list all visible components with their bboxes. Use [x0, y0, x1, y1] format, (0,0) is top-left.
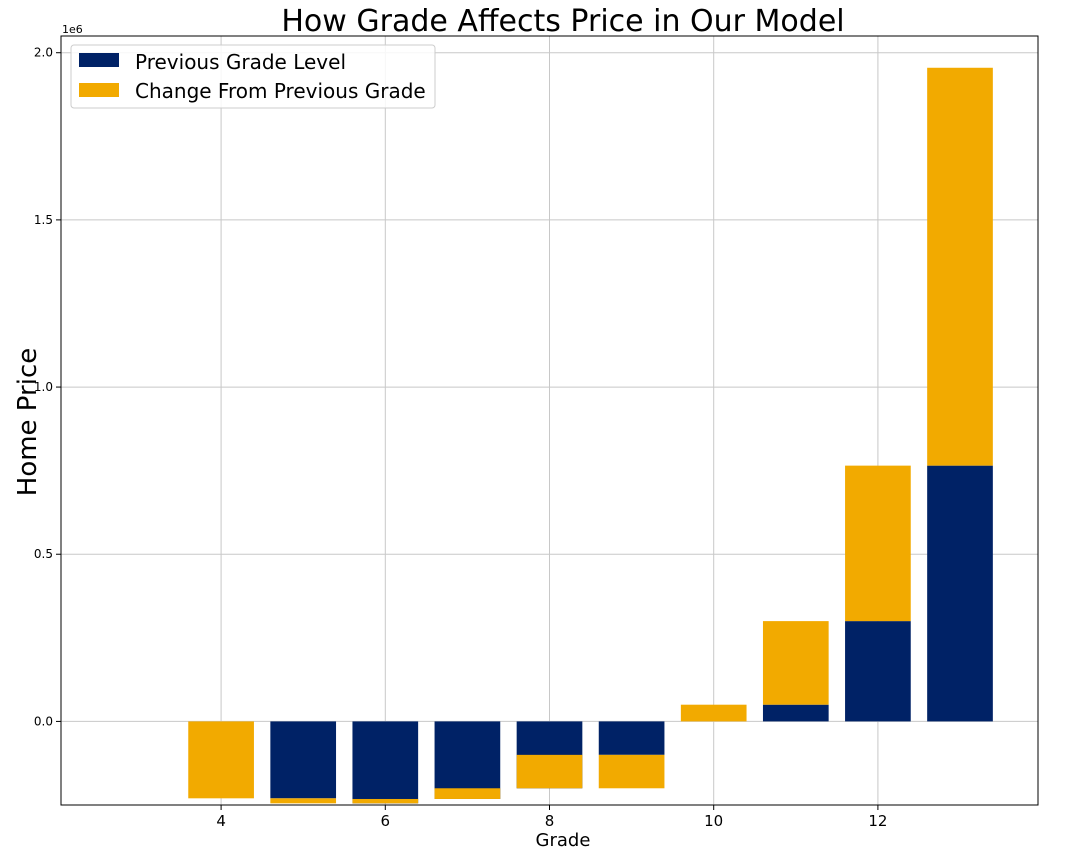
bar-change-from-previous-grade [680, 704, 747, 722]
chart-title: How Grade Affects Price in Our Model [281, 4, 844, 39]
bar-change-from-previous-grade [516, 754, 583, 789]
y-axis-offset-label: 1e6 [62, 23, 83, 36]
bar-change-from-previous-grade [434, 788, 501, 799]
y-axis: 0.0 0.5 1.0 1.5 2.0 [34, 46, 61, 728]
x-axis: 4 6 8 10 12 [216, 805, 887, 830]
bar-change-from-previous-grade [270, 798, 337, 804]
bar-previous-grade-level [762, 704, 829, 722]
bar-change-from-previous-grade [188, 721, 254, 799]
bar-previous-grade-level [598, 721, 665, 755]
bar-previous-grade-level [434, 721, 501, 799]
bar-change-from-previous-grade [352, 798, 419, 804]
y-axis-label: Home Price [13, 348, 43, 496]
legend-frame [70, 44, 436, 109]
x-tick-label: 6 [381, 812, 391, 830]
y-tick-label: 1.0 [34, 380, 53, 394]
bars [188, 67, 993, 804]
bar-previous-grade-level [352, 721, 419, 804]
bar-change-from-previous-grade [845, 465, 911, 622]
bar-change-from-previous-grade [598, 754, 665, 789]
y-tick-label: 1.5 [34, 213, 53, 227]
bar-previous-grade-level [270, 721, 337, 799]
bar-previous-grade-level [845, 621, 911, 722]
bar-change-from-previous-grade [927, 67, 993, 466]
y-tick-label: 0.0 [34, 714, 53, 728]
legend-label-previous-grade-level: Previous Grade Level [135, 50, 346, 74]
x-axis-label: Grade [536, 830, 591, 851]
x-tick-label: 10 [704, 812, 723, 830]
legend-swatch-previous-grade-level [79, 53, 119, 67]
x-tick-label: 8 [545, 812, 555, 830]
x-tick-label: 4 [216, 812, 226, 830]
legend: Previous Grade Level Change From Previou… [70, 44, 436, 109]
legend-label-change-from-previous-grade: Change From Previous Grade [135, 79, 426, 103]
legend-swatch-change-from-previous-grade [79, 83, 119, 97]
y-tick-label: 2.0 [34, 46, 53, 60]
bar-change-from-previous-grade [762, 621, 829, 705]
bar-previous-grade-level [927, 465, 993, 722]
y-tick-label: 0.5 [34, 547, 53, 561]
x-tick-label: 12 [868, 812, 887, 830]
